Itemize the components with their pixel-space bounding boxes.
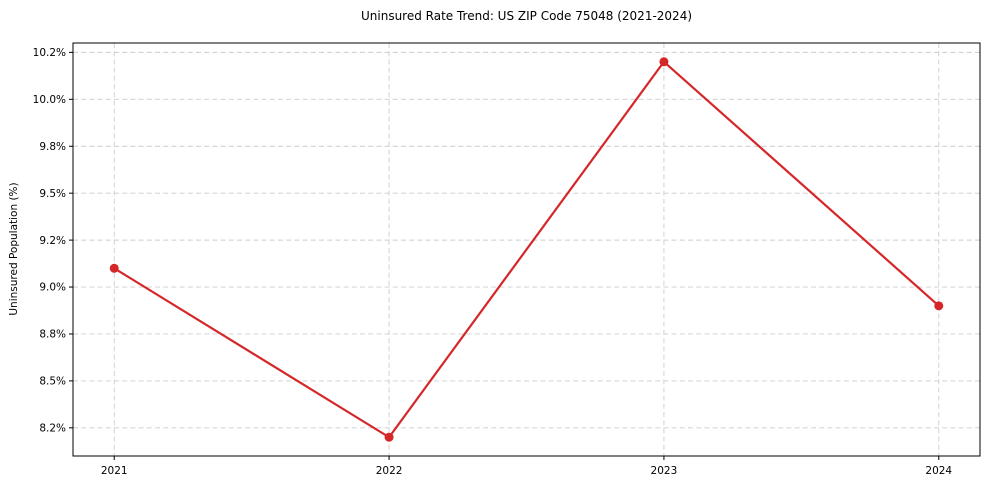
- y-tick-label: 10.2%: [33, 47, 66, 59]
- x-tick-label: 2022: [376, 465, 403, 477]
- y-tick-label: 9.8%: [39, 141, 66, 153]
- data-point-marker: [384, 432, 394, 442]
- x-tick-label: 2023: [651, 465, 678, 477]
- y-tick-label: 8.8%: [39, 329, 66, 341]
- y-tick-label: 9.2%: [39, 235, 66, 247]
- trend-line: [113, 60, 940, 439]
- y-tick-label: 8.5%: [39, 376, 66, 388]
- chart-title: Uninsured Rate Trend: US ZIP Code 75048 …: [360, 9, 693, 23]
- y-tick-label: 8.2%: [39, 423, 66, 435]
- data-point-marker: [659, 57, 669, 67]
- data-point-marker: [109, 263, 119, 273]
- y-tick-label: 10.0%: [33, 94, 66, 106]
- y-tick-label: 9.5%: [39, 188, 66, 200]
- plot-border: [72, 42, 981, 457]
- x-tick-label: 2021: [101, 465, 128, 477]
- data-point-marker: [934, 301, 944, 311]
- y-tick-label: 9.0%: [39, 282, 66, 294]
- x-tick-label: 2024: [925, 465, 952, 477]
